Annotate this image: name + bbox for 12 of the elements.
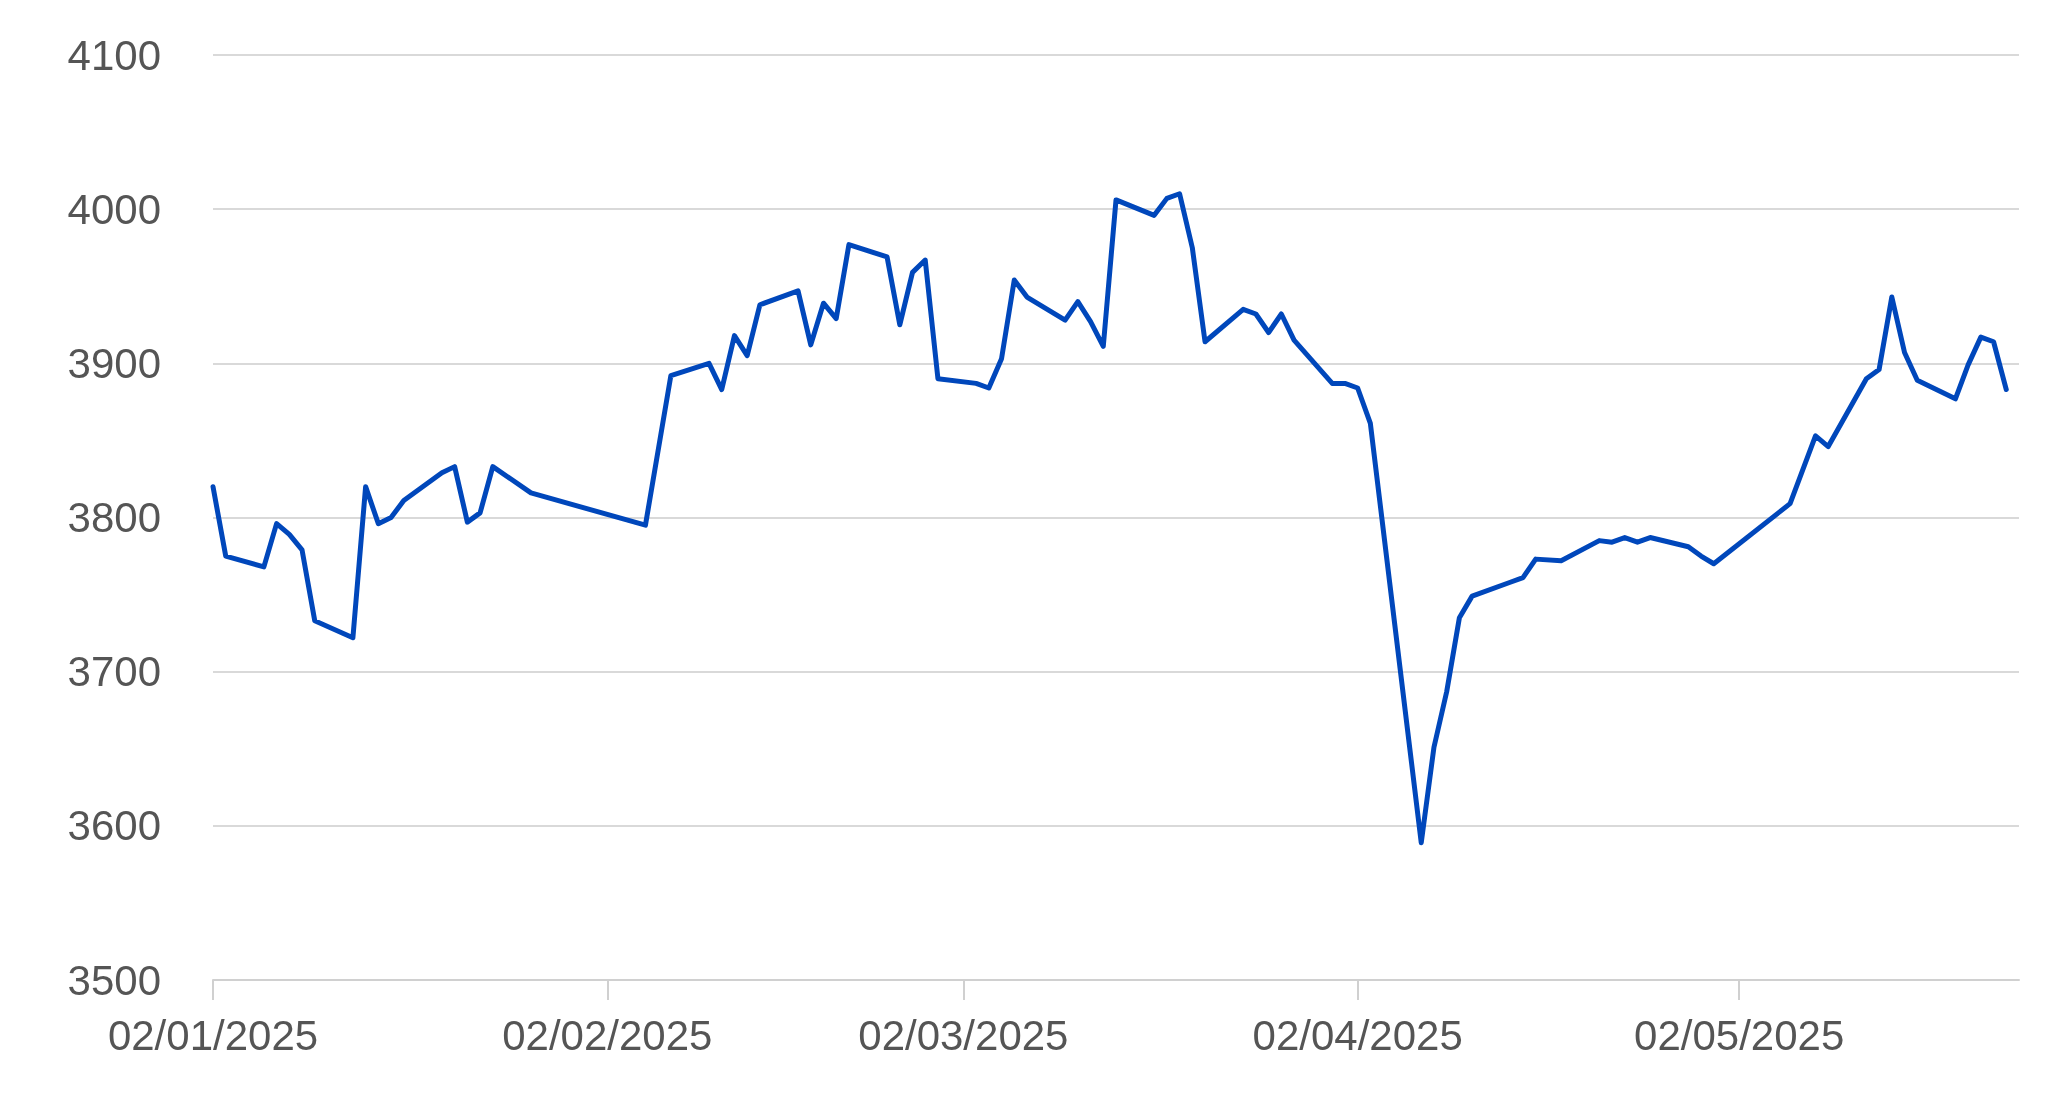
x-tick-label: 02/02/2025 [502,1011,713,1059]
y-tick-label: 3600 [67,802,161,850]
y-tick-label: 3500 [67,956,161,1004]
y-tick-label: 3900 [67,339,161,387]
x-tick-label: 02/04/2025 [1252,1011,1463,1059]
x-tick-label: 02/01/2025 [107,1011,319,1059]
x-tick-label: 02/03/2025 [858,1011,1069,1059]
y-tick-label: 3800 [67,494,161,541]
x-tick-label: 02/05/2025 [1634,1011,1845,1059]
y-tick-label: 4000 [67,185,161,233]
y-tick-label: 4100 [67,31,161,79]
y-tick-label: 3700 [67,648,161,696]
